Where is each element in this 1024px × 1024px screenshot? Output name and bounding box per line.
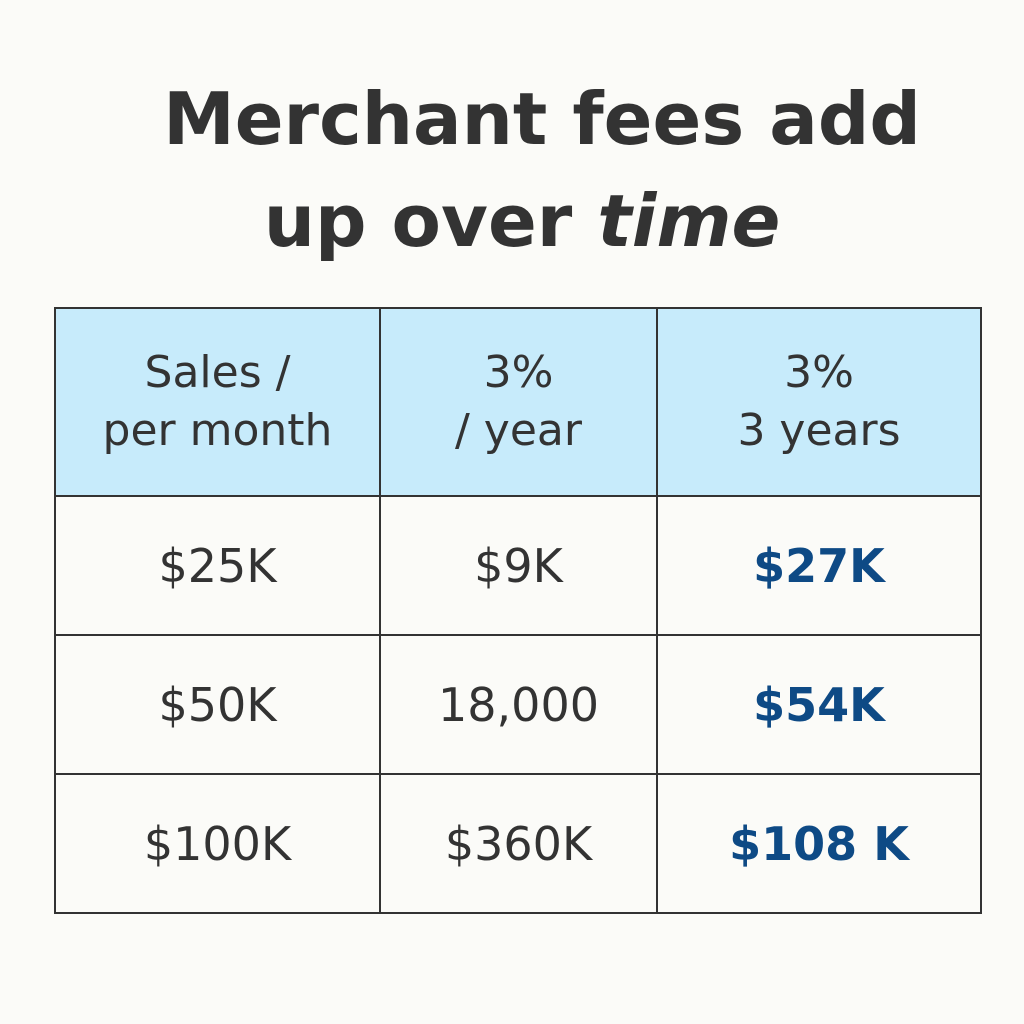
- table-header-row: Sales / per month 3% / year 3% 3 years: [54, 307, 982, 497]
- page-title: Merchant fees add up over time: [0, 68, 1024, 272]
- title-line-2: up over time: [0, 170, 1024, 272]
- cell-per-year: 18,000: [379, 634, 658, 775]
- header-line: per month: [102, 405, 333, 456]
- header-sales-per-month: Sales / per month: [54, 307, 381, 497]
- fees-table: Sales / per month 3% / year 3% 3 years $…: [54, 307, 982, 914]
- cell-per-year: $9K: [379, 495, 658, 636]
- table-row: $25K $9K $27K: [54, 495, 982, 636]
- title-line-2-prefix: up over: [263, 179, 598, 263]
- cell-three-years: $27K: [656, 495, 982, 636]
- cell-three-years: $54K: [656, 634, 982, 775]
- table-row: $50K 18,000 $54K: [54, 634, 982, 775]
- header-line: 3 years: [737, 405, 901, 456]
- header-line: 3%: [784, 347, 854, 398]
- title-line-1: Merchant fees add: [163, 77, 921, 161]
- header-fee-per-year: 3% / year: [379, 307, 658, 497]
- cell-sales: $25K: [54, 495, 381, 636]
- cell-sales: $100K: [54, 773, 381, 914]
- header-line: 3%: [483, 347, 554, 398]
- header-line: / year: [455, 405, 582, 456]
- cell-three-years: $108 K: [656, 773, 982, 914]
- table-row: $100K $360K $108 K: [54, 773, 982, 914]
- header-line: Sales /: [144, 347, 291, 398]
- header-fee-three-years: 3% 3 years: [656, 307, 982, 497]
- cell-per-year: $360K: [379, 773, 658, 914]
- cell-sales: $50K: [54, 634, 381, 775]
- title-emphasis: time: [597, 179, 781, 263]
